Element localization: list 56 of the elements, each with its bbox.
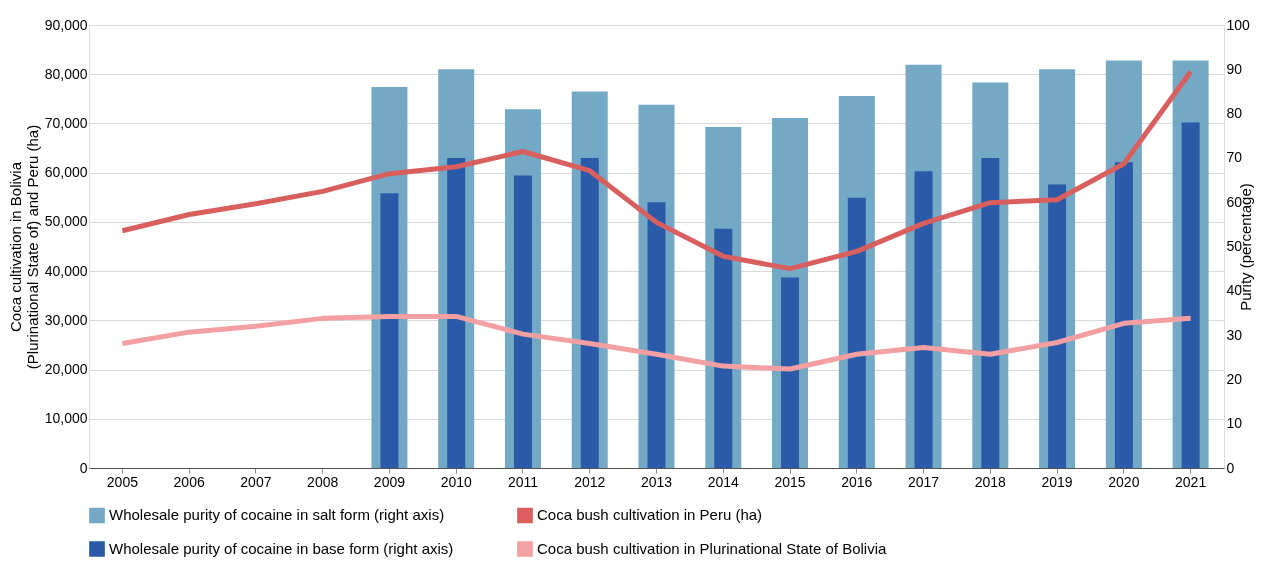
bar xyxy=(1181,122,1200,468)
x-tick-label: 2007 xyxy=(240,473,272,490)
legend-label: Wholesale purity of cocaine in salt form (right axis) xyxy=(109,506,445,524)
y2-tick-label: 60 xyxy=(1226,193,1243,210)
bar xyxy=(914,171,933,468)
bar xyxy=(647,202,666,468)
y-tick-label: 60,000 xyxy=(44,164,88,181)
x-tick-label: 2009 xyxy=(373,473,406,490)
x-tick-label: 2010 xyxy=(440,473,472,490)
y-tick-label: 0 xyxy=(79,459,88,476)
y2-tick-label: 40 xyxy=(1226,282,1243,299)
x-tick-label: 2012 xyxy=(574,473,606,490)
y-tick-label: 40,000 xyxy=(44,262,88,279)
y2-tick-label: 80 xyxy=(1226,105,1243,122)
y2-tick-label: 50 xyxy=(1226,238,1243,254)
bar xyxy=(1114,162,1133,468)
x-tick-label: 2014 xyxy=(707,473,740,490)
bar xyxy=(714,228,733,468)
bar xyxy=(580,157,599,468)
bar xyxy=(847,197,866,468)
y-tick-label: 30,000 xyxy=(44,311,88,328)
x-tick-label: 2018 xyxy=(974,473,1007,490)
x-tick-label: 2013 xyxy=(640,473,673,490)
y2-tick-label: 20 xyxy=(1226,370,1243,387)
y-tick-label: 90,000 xyxy=(44,16,88,33)
x-tick-label: 2021 xyxy=(1175,473,1207,490)
x-tick-label: 2019 xyxy=(1041,473,1073,490)
y-tick-label: 70,000 xyxy=(44,114,88,131)
y2-tick-label: 100 xyxy=(1226,16,1251,33)
legend-label: Coca bush cultivation in Plurinational State of Bolivia xyxy=(537,540,888,557)
x-tick-label: 2016 xyxy=(841,473,873,490)
legend-label: Wholesale purity of cocaine in base form (right axis) xyxy=(109,540,454,557)
y-axis-title: Coca cultivation in Bolivia (Plurinational State of) and Peru (ha) xyxy=(6,124,41,370)
x-tick-label: 2006 xyxy=(173,473,205,490)
bar xyxy=(1048,184,1067,468)
x-tick-label: 2015 xyxy=(774,473,806,490)
y-tick-label: 80,000 xyxy=(44,65,88,82)
x-tick-label: 2017 xyxy=(907,473,940,490)
y2-tick-label: 30 xyxy=(1226,326,1243,343)
legend-label: Coca bush cultivation in Peru (ha) xyxy=(537,506,763,524)
bar xyxy=(447,157,466,468)
y2-tick-label: 70 xyxy=(1226,149,1243,166)
x-tick-label: 2020 xyxy=(1108,473,1140,490)
y-tick-label: 10,000 xyxy=(44,410,88,427)
y2-tick-label: 90 xyxy=(1226,60,1243,77)
bar xyxy=(981,157,1000,468)
x-tick-label: 2005 xyxy=(106,473,139,490)
x-tick-label: 2008 xyxy=(307,473,339,490)
x-tick-label: 2011 xyxy=(507,473,539,490)
bar xyxy=(513,175,532,468)
bar xyxy=(781,277,800,468)
y2-tick-label: 0 xyxy=(1226,459,1235,476)
bar xyxy=(380,193,399,468)
y-tick-label: 50,000 xyxy=(44,213,88,230)
y-tick-label: 20,000 xyxy=(44,361,88,378)
y2-tick-label: 10 xyxy=(1226,415,1243,432)
